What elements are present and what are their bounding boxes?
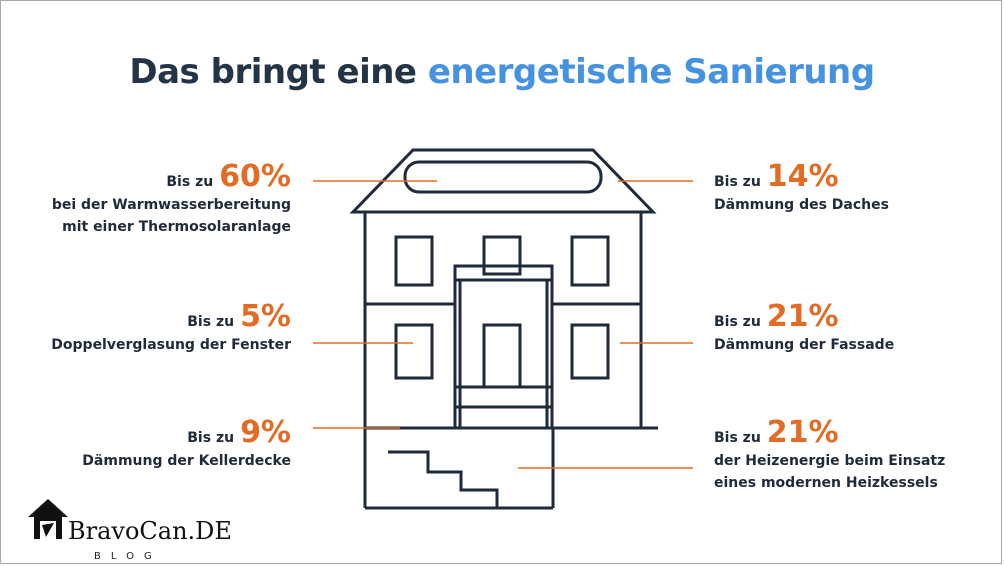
stat-percent: 60% <box>219 159 291 194</box>
stat-bis-label: Bis zu <box>714 430 761 446</box>
entrance-door <box>482 323 522 387</box>
stat-heating: Bis zu 21% der Heizenergie beim Einsatz … <box>714 416 945 494</box>
window-mid-left <box>394 323 434 380</box>
window-mid-right <box>570 323 610 380</box>
stat-desc-line1: Dämmung der Fassade <box>714 337 895 353</box>
logo-sub-text: BLOG <box>94 551 162 562</box>
stat-desc-line2: eines modernen Heizkessels <box>714 475 938 491</box>
logo-brand-text: BravoCan.DE <box>68 517 232 545</box>
stat-desc-line1: Dämmung der Kellerdecke <box>82 453 291 469</box>
window-top-left <box>394 235 434 287</box>
title-highlight: energetische Sanierung <box>427 52 875 92</box>
stat-percent: 9% <box>240 415 291 450</box>
title-prefix: Das bringt eine <box>129 52 417 92</box>
stat-desc-line1: der Heizenergie beim Einsatz <box>714 453 946 469</box>
stat-percent: 5% <box>240 299 291 334</box>
stat-basement: Bis zu 9% Dämmung der Kellerdecke <box>82 416 291 472</box>
skylight <box>403 160 603 194</box>
stat-desc-line1: Doppelverglasung der Fenster <box>51 337 291 353</box>
stat-percent: 21% <box>766 299 839 334</box>
stat-facade: Bis zu 21% Dämmung der Fassade <box>714 300 894 356</box>
basement-stairs <box>388 450 499 508</box>
stat-desc-line1: Dämmung des Daches <box>714 197 889 213</box>
window-top-center <box>482 235 522 276</box>
stat-roof: Bis zu 14% Dämmung des Daches <box>714 160 889 216</box>
stat-bis-label: Bis zu <box>187 430 235 446</box>
stat-desc-line1: bei der Warmwasserbereitung <box>51 197 291 213</box>
page-title: Das bringt eine energetische Sanierung <box>0 52 1004 92</box>
stat-desc-line2: mit einer Thermosolaranlage <box>62 219 291 235</box>
balcony-outline <box>453 264 554 428</box>
stat-bis-label: Bis zu <box>187 314 235 330</box>
stat-bis-label: Bis zu <box>166 174 214 190</box>
roof-outline <box>349 148 657 214</box>
stat-bis-label: Bis zu <box>714 174 761 190</box>
stat-percent: 14% <box>766 159 839 194</box>
stat-bis-label: Bis zu <box>714 314 761 330</box>
stat-hot-water: Bis zu 60% bei der Warmwasserbereitung m… <box>52 160 291 238</box>
house-logo-icon <box>28 499 68 539</box>
stat-percent: 21% <box>766 415 839 450</box>
stat-windows: Bis zu 5% Doppelverglasung der Fenster <box>51 300 291 356</box>
window-top-right <box>570 235 610 287</box>
brand-logo: BravoCan.DE BLOG <box>24 495 232 562</box>
